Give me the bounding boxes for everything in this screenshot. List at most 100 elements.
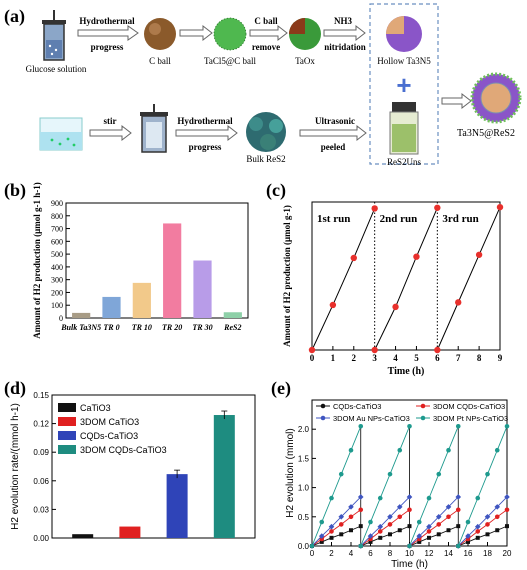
d-ytick-label: 0.03 xyxy=(33,505,49,514)
e-point xyxy=(494,504,501,510)
e-point xyxy=(368,519,373,525)
dashed-box xyxy=(369,3,439,165)
e-point xyxy=(319,519,325,525)
product-icon xyxy=(470,72,522,124)
e-point xyxy=(377,529,383,534)
e-point xyxy=(475,495,481,501)
b-bar-0 xyxy=(72,312,91,318)
e-ytick-label: 2.0 xyxy=(298,425,310,434)
c-run-point xyxy=(413,253,420,260)
c-xtick-label: 8 xyxy=(477,353,482,363)
e-point xyxy=(436,532,441,537)
e-point xyxy=(329,495,334,501)
c-ball-icon xyxy=(144,18,176,50)
tacl5-ball-icon xyxy=(214,18,246,50)
c-frame xyxy=(311,201,501,351)
c-xtick-label: 9 xyxy=(498,353,503,363)
panel-d: (d) 0.00 0.03 0.06 0.09 0.12 0.15 CaTiO3 3DOM C… xyxy=(4,378,256,543)
panel-e-plot: 0.0 0.5 1.0 1.5 2.0 0 2 4 6 8 10 12 14 16 18 20 CQDs-CaT… xyxy=(298,399,512,558)
e-series-line-3 xyxy=(409,426,459,547)
e-xtick-label: 4 xyxy=(349,549,354,558)
e-point xyxy=(485,471,490,477)
e-point xyxy=(358,507,364,513)
e-ytick-label: 1.0 xyxy=(298,484,310,493)
e-point xyxy=(455,507,461,513)
e-point xyxy=(494,447,500,453)
e-point xyxy=(456,524,461,529)
e-point xyxy=(446,514,451,520)
c-run-line-0 xyxy=(311,208,376,351)
e-point xyxy=(397,514,403,520)
e-point xyxy=(427,535,431,540)
e-point xyxy=(436,471,442,477)
d-legend-label-2: CQDs-CaTiO3 xyxy=(80,431,138,441)
e-ytick-label: 1.5 xyxy=(298,454,310,463)
e-point xyxy=(377,495,383,501)
c-xtick-label: 5 xyxy=(414,353,419,363)
e-ytick-label: 0.5 xyxy=(298,513,310,522)
arrow-1-text-2: progress xyxy=(91,42,124,52)
e-point xyxy=(466,539,470,544)
b-ytick-label: 300 xyxy=(51,276,63,285)
c-run-point xyxy=(308,346,316,354)
c-xtick-label: 4 xyxy=(393,353,398,363)
e-point xyxy=(329,529,334,534)
c-xtick-label: 7 xyxy=(456,353,461,363)
step-hollow-label: Hollow Ta3N5 xyxy=(377,56,431,66)
e-point xyxy=(328,523,335,530)
e-series-line-3 xyxy=(311,426,362,547)
panel-d-label: (d) xyxy=(4,378,26,399)
e-xtick-label: 2 xyxy=(329,549,334,558)
e-point xyxy=(475,535,480,540)
e-point xyxy=(504,507,510,513)
b-frame xyxy=(65,202,249,319)
d-legend-swatch-2 xyxy=(58,431,76,440)
c-run-line-2 xyxy=(436,206,501,351)
b-ytick-label: 700 xyxy=(51,225,63,234)
arrow-4-text-2: nitridation xyxy=(324,42,366,52)
arrow-nh3-nitridation: NH3 nitridation xyxy=(323,16,366,52)
e-series-line-2 xyxy=(409,496,459,547)
d-bar-0 xyxy=(72,534,94,538)
arrow-3-text-1: C ball xyxy=(254,16,278,26)
e-series-line-2 xyxy=(360,496,410,547)
e-point xyxy=(348,504,354,510)
e-point xyxy=(378,535,383,540)
b-ytick-label: 400 xyxy=(51,263,63,272)
e-point xyxy=(349,528,353,533)
c-run-point xyxy=(371,346,378,354)
arrow-stir: stir xyxy=(89,116,132,142)
panel-c-label: (c) xyxy=(266,180,286,201)
arrow-2 xyxy=(179,24,213,42)
e-point xyxy=(455,494,462,500)
e-point xyxy=(348,447,354,453)
product-label: Ta3N5@ReS2 xyxy=(457,128,515,139)
step-bulk-res2-label: Bulk ReS2 xyxy=(246,154,285,164)
c-run-point xyxy=(475,251,483,258)
panel-d-ylabel: H2 evolution rate/(mmol h-1) xyxy=(10,403,21,530)
e-point xyxy=(348,514,354,520)
b-category-label: TR 20 xyxy=(162,323,182,332)
e-series-line-3 xyxy=(457,426,508,547)
c-run-label-1: 2nd run xyxy=(380,213,418,225)
e-series-line-2 xyxy=(311,496,362,547)
e-legend-marker-2 xyxy=(320,415,326,421)
b-category-label: TR 30 xyxy=(192,323,212,332)
step-c-ball-label: C ball xyxy=(149,56,171,66)
panel-c: (c) 0 1 2 3 4 5 6 7 8 9 1st run 2nd run 3rd run Amou… xyxy=(266,180,504,377)
e-point xyxy=(446,447,451,453)
e-legend-label-1: 3DOM CQDs-CaTiO3 xyxy=(433,402,505,411)
d-legend-label-3: 3DOM CQDs-CaTiO3 xyxy=(80,445,167,455)
d-ytick-label: 0.15 xyxy=(33,391,49,400)
e-point xyxy=(494,514,500,520)
arrow-1-text-1: Hydrothermal xyxy=(79,16,135,26)
e-xtick-label: 16 xyxy=(464,549,473,558)
e-xtick-label: 20 xyxy=(503,549,512,558)
e-point xyxy=(495,528,500,533)
arrow-b2-text-2: progress xyxy=(189,142,222,152)
plus-sign: + xyxy=(396,70,411,100)
e-xtick-label: 14 xyxy=(444,549,453,558)
d-ytick-label: 0.06 xyxy=(33,477,49,486)
b-category-label: TR 0 xyxy=(103,323,119,332)
